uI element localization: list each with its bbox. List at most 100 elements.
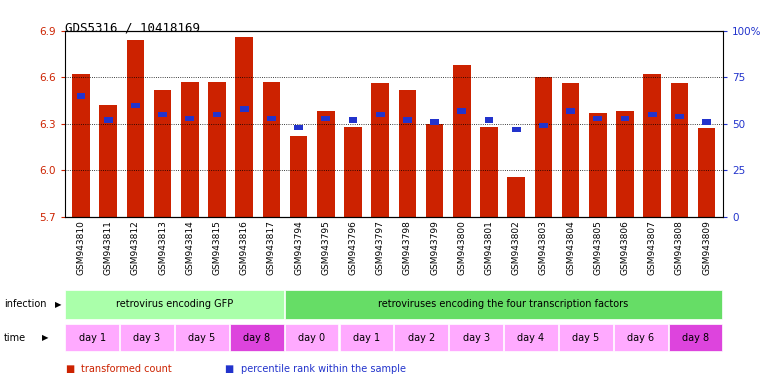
Text: GSM943812: GSM943812 [131, 220, 140, 275]
Text: GSM943799: GSM943799 [430, 220, 439, 275]
Bar [594, 116, 602, 121]
Text: day 8: day 8 [682, 333, 709, 343]
Bar [181, 82, 199, 217]
Bar [430, 119, 439, 125]
Bar [290, 136, 307, 217]
Text: day 2: day 2 [408, 333, 435, 343]
Text: ▶: ▶ [42, 333, 49, 342]
Text: GSM943807: GSM943807 [648, 220, 657, 275]
Bar [589, 113, 607, 217]
Bar [263, 82, 280, 217]
Bar [154, 90, 171, 217]
Text: GSM943800: GSM943800 [457, 220, 466, 275]
Text: retroviruses encoding the four transcription factors: retroviruses encoding the four transcrip… [378, 299, 629, 310]
Bar [295, 125, 303, 130]
Bar [212, 112, 221, 117]
Text: GDS5316 / 10418169: GDS5316 / 10418169 [65, 21, 199, 34]
Bar [321, 116, 330, 121]
Text: GSM943816: GSM943816 [240, 220, 249, 275]
Bar [158, 112, 167, 117]
Bar [175, 324, 229, 351]
Text: GSM943797: GSM943797 [376, 220, 385, 275]
Text: time: time [4, 333, 26, 343]
Bar [616, 111, 634, 217]
Bar [349, 118, 358, 123]
Text: GSM943809: GSM943809 [702, 220, 711, 275]
Bar [285, 324, 339, 351]
Text: ■: ■ [65, 364, 74, 374]
Bar [425, 124, 444, 217]
Bar [230, 324, 284, 351]
Bar [399, 90, 416, 217]
Bar [512, 127, 521, 132]
Bar [449, 324, 503, 351]
Bar [453, 65, 470, 217]
Text: GSM943811: GSM943811 [103, 220, 113, 275]
Bar [504, 324, 558, 351]
Bar [534, 77, 552, 217]
Text: GSM943804: GSM943804 [566, 220, 575, 275]
Text: GSM943796: GSM943796 [349, 220, 358, 275]
Text: ▶: ▶ [55, 300, 62, 309]
Text: GSM943794: GSM943794 [294, 220, 303, 275]
Text: retrovirus encoding GFP: retrovirus encoding GFP [116, 299, 233, 310]
Bar [285, 290, 722, 319]
Bar [480, 127, 498, 217]
Bar [485, 118, 493, 123]
Bar [562, 83, 579, 217]
Bar [698, 129, 715, 217]
Text: GSM943813: GSM943813 [158, 220, 167, 275]
Text: GSM943795: GSM943795 [321, 220, 330, 275]
Text: day 1: day 1 [78, 333, 106, 343]
Bar [120, 324, 174, 351]
Text: day 3: day 3 [133, 333, 161, 343]
Bar [566, 108, 575, 114]
Bar [394, 324, 448, 351]
Bar [240, 106, 249, 112]
Bar [131, 103, 140, 108]
Bar [209, 82, 226, 217]
Bar [186, 116, 194, 121]
Text: day 5: day 5 [188, 333, 215, 343]
Bar [65, 324, 119, 351]
Bar [621, 116, 629, 121]
Bar [669, 324, 722, 351]
Bar [317, 111, 335, 217]
Bar [614, 324, 667, 351]
Text: GSM943817: GSM943817 [267, 220, 276, 275]
Text: ■: ■ [224, 364, 234, 374]
Text: day 0: day 0 [298, 333, 325, 343]
Text: day 1: day 1 [353, 333, 380, 343]
Bar [339, 324, 393, 351]
Text: GSM943798: GSM943798 [403, 220, 412, 275]
Bar [65, 290, 284, 319]
Text: GSM943814: GSM943814 [186, 220, 194, 275]
Text: GSM943802: GSM943802 [511, 220, 521, 275]
Bar [702, 119, 711, 125]
Text: day 8: day 8 [243, 333, 270, 343]
Bar [508, 177, 525, 217]
Bar [100, 105, 117, 217]
Text: GSM943805: GSM943805 [594, 220, 602, 275]
Text: GSM943808: GSM943808 [675, 220, 684, 275]
Bar [235, 37, 253, 217]
Text: day 6: day 6 [627, 333, 654, 343]
Text: GSM943801: GSM943801 [485, 220, 494, 275]
Text: GSM943806: GSM943806 [620, 220, 629, 275]
Bar [559, 324, 613, 351]
Text: infection: infection [4, 299, 46, 310]
Bar [403, 118, 412, 123]
Bar [126, 40, 145, 217]
Bar [675, 114, 684, 119]
Text: percentile rank within the sample: percentile rank within the sample [241, 364, 406, 374]
Bar [670, 83, 688, 217]
Bar [77, 93, 85, 99]
Text: GSM943815: GSM943815 [212, 220, 221, 275]
Bar [371, 83, 389, 217]
Bar [376, 112, 384, 117]
Text: day 5: day 5 [572, 333, 600, 343]
Text: day 3: day 3 [463, 333, 489, 343]
Bar [457, 108, 466, 114]
Bar [267, 116, 275, 121]
Text: GSM943803: GSM943803 [539, 220, 548, 275]
